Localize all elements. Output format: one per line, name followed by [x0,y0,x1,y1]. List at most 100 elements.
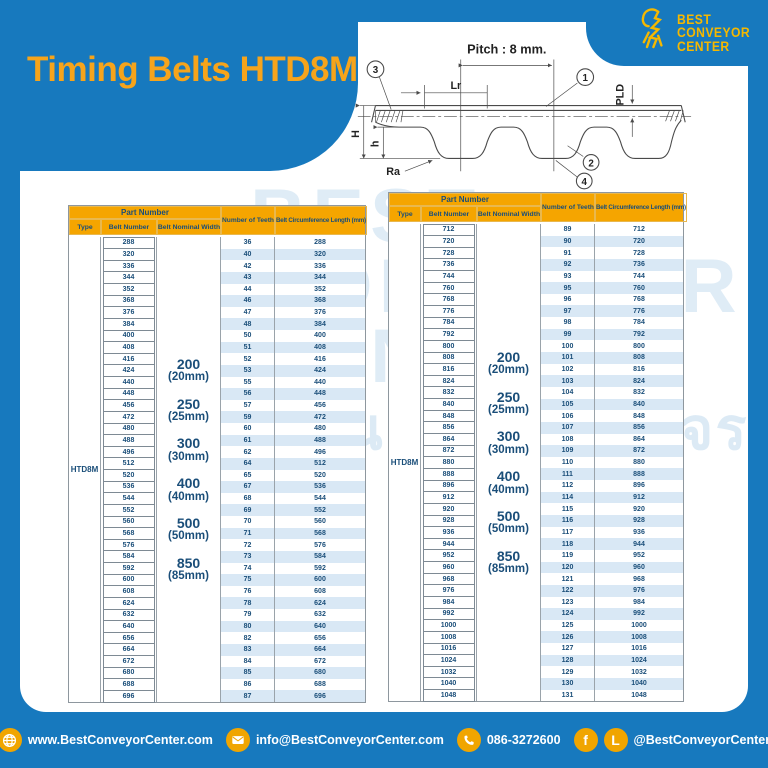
footer-website[interactable]: www.BestConveyorCenter.com [0,728,213,752]
teeth-cell: 59 [221,411,274,423]
length-cell: 408 [275,341,365,354]
table-body: HTD8M 288 320 336 344 352 368 376 384 400 408 416 4… [69,236,365,703]
length-cell: 896 [633,482,645,490]
length-cell: 424 [275,364,365,377]
teeth-cell: 100 [561,342,574,350]
nominal-width-item: 500 (50mm) [488,509,529,536]
length-cell: 776 [595,305,683,318]
width-value: 500 [496,507,521,524]
header-belt-circumference: Belt Circumference Length (mm) [595,193,687,222]
type-cell: HTD8M [69,237,101,702]
length-cell: 928 [595,515,683,527]
teeth-cell: 104 [561,389,574,397]
footer-social[interactable]: f L @BestConveyorCenter [573,728,768,752]
nominal-width-column: 200 (20mm) 250 (25mm) 300 (30mm) 400 (40mm) 500(… [157,237,221,702]
table-header: Part Number Number of Teeth Belt Circumf… [389,193,687,224]
teeth-cell: 65 [243,471,252,479]
footer-social-text: @BestConveyorCenter [633,733,768,747]
svg-text:3: 3 [373,65,379,76]
teeth-cell: 123 [561,598,574,606]
width-value: 300 [496,428,521,445]
logo-text: BEST CONVEYOR CENTER [677,13,750,54]
nominal-width-item: 400 (40mm) [168,476,209,503]
length-cell: 320 [275,248,365,261]
teeth-cell: 118 [541,538,594,550]
length-cell: 592 [314,564,326,572]
teeth-cell: 86 [243,681,252,689]
width-mm: (40mm) [488,483,529,496]
teeth-cell: 110 [561,459,574,467]
teeth-cell: 127 [561,645,574,653]
teeth-cell: 112 [561,482,574,490]
teeth-cell: 87 [221,690,274,702]
belt-number-cell: 696 [102,689,155,703]
header-belt-number: Belt Number [421,206,477,222]
teeth-cell: 98 [563,319,572,327]
footer-email[interactable]: info@BestConveyorCenter.com [225,728,444,752]
nominal-width-item: 300 (30mm) [488,429,529,456]
teeth-cell: 99 [541,328,594,341]
length-cell: 584 [275,550,365,563]
belt-number-column: 288 320 336 344 352 368 376 384 400 408 416 424 440 4… [101,236,157,703]
teeth-cell: 72 [243,541,252,549]
line-icon: L [603,728,628,752]
teeth-cell: 107 [541,421,594,434]
teeth-cell: 125 [561,622,574,630]
svg-text:1: 1 [583,73,589,84]
teeth-cell: 51 [221,341,274,354]
nominal-width-item: 400 (40mm) [488,469,529,496]
length-cell: 792 [595,328,683,341]
length-cell: 552 [275,504,365,516]
teeth-cell: 95 [541,282,594,294]
teeth-cell: 115 [561,505,574,513]
length-cell: 448 [275,388,365,400]
teeth-cell: 43 [221,271,274,284]
length-cell: 336 [314,262,326,270]
length-cell: 624 [275,597,365,609]
length-cell: 512 [275,457,365,470]
nominal-width-item: 250 (25mm) [168,396,209,424]
length-cell: 568 [275,527,365,540]
length-cell: 536 [275,481,365,493]
teeth-cell: 91 [563,249,572,257]
table-header: Part Number Number of Teeth Belt Circumf… [69,206,367,237]
footer-phone[interactable]: 086-3272600 [456,728,561,752]
teeth-cell: 73 [221,550,274,563]
length-cell: 640 [275,620,365,633]
callout-2: 2 [567,145,600,171]
spec-table-right: Part Number Number of Teeth Belt Circumf… [388,192,687,702]
length-cell: 920 [633,505,645,513]
width-value: 400 [176,475,201,491]
header-number-of-teeth: Number of Teeth [541,193,595,222]
footer-email-text: info@BestConveyorCenter.com [255,733,444,747]
title-banner: Timing Belts HTD8M [0,0,358,171]
teeth-cell: 53 [221,364,274,377]
length-cell: 984 [633,598,645,606]
length-cell: 416 [314,355,326,363]
teeth-cell: 47 [243,309,252,317]
teeth-cell: 78 [221,597,274,609]
length-cell: 832 [633,389,645,397]
header-number-of-teeth: Number of Teeth [221,206,275,235]
length-cell: 912 [595,491,683,504]
teeth-cell: 120 [541,561,594,574]
header-type: Type [69,219,101,235]
teeth-cell: 108 [561,435,574,443]
nominal-width-item: 250 (25mm) [488,389,529,417]
length-cell: 680 [275,667,365,679]
teeth-cell: 67 [221,481,274,493]
teeth-cell: 83 [221,643,274,656]
length-cell: 608 [314,588,326,596]
teeth-cell: 61 [221,434,274,447]
header-belt-nominal-width: Belt Nominal Width [477,206,541,222]
teeth-cell: 117 [561,528,574,536]
length-cell: 480 [314,425,326,433]
length-cell: 712 [633,226,645,234]
teeth-cell: 55 [243,378,252,386]
teeth-cell: 131 [561,691,574,699]
length-cell: 808 [595,352,683,364]
teeth-cell: 103 [541,375,594,387]
teeth-cell: 102 [561,366,574,373]
header-belt-number: Belt Number [101,219,157,235]
width-mm: (25mm) [488,404,529,417]
